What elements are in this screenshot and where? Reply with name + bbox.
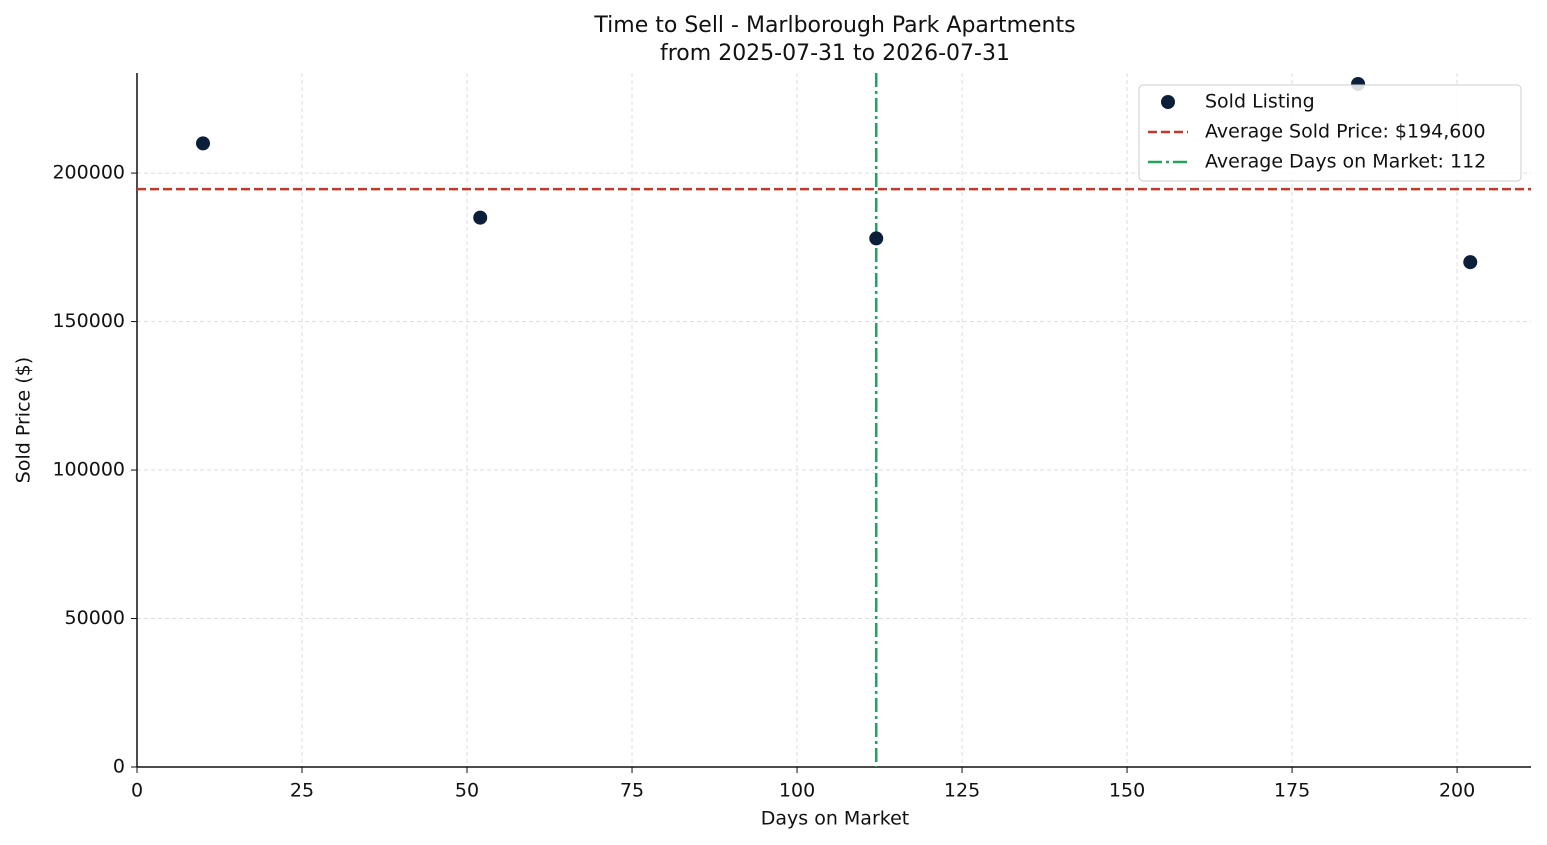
y-tick-label: 0 — [113, 756, 125, 778]
legend-marker — [1161, 95, 1175, 109]
x-tick-label: 0 — [131, 780, 143, 802]
y-tick-label: 100000 — [52, 459, 125, 481]
point — [1463, 255, 1478, 270]
x-tick-label: 100 — [779, 780, 815, 802]
legend-label: Average Days on Market: 112 — [1205, 151, 1486, 173]
legend-box — [1138, 84, 1522, 182]
legend-label: Sold Listing — [1205, 91, 1315, 113]
y-tick-label: 200000 — [52, 162, 125, 184]
chart-title: Time to Sell - Marlborough Park Apartmen… — [593, 13, 1075, 38]
x-tick-label: 125 — [944, 780, 980, 802]
point — [473, 210, 488, 225]
point — [869, 231, 884, 246]
chart-subtitle: from 2025-07-31 to 2026-07-31 — [660, 41, 1010, 66]
y-tick-label: 150000 — [52, 310, 125, 332]
x-tick-label: 50 — [455, 780, 479, 802]
x-axis-label: Days on Market — [761, 808, 909, 830]
y-tick-label: 50000 — [65, 607, 125, 629]
x-tick-label: 75 — [620, 780, 644, 802]
y-axis-label: Sold Price ($) — [13, 357, 35, 483]
point — [196, 136, 211, 151]
x-tick-label: 200 — [1439, 780, 1475, 802]
x-tick-label: 25 — [290, 780, 314, 802]
legend-label: Average Sold Price: $194,600 — [1205, 121, 1486, 143]
x-tick-label: 150 — [1109, 780, 1145, 802]
x-tick-label: 175 — [1274, 780, 1310, 802]
